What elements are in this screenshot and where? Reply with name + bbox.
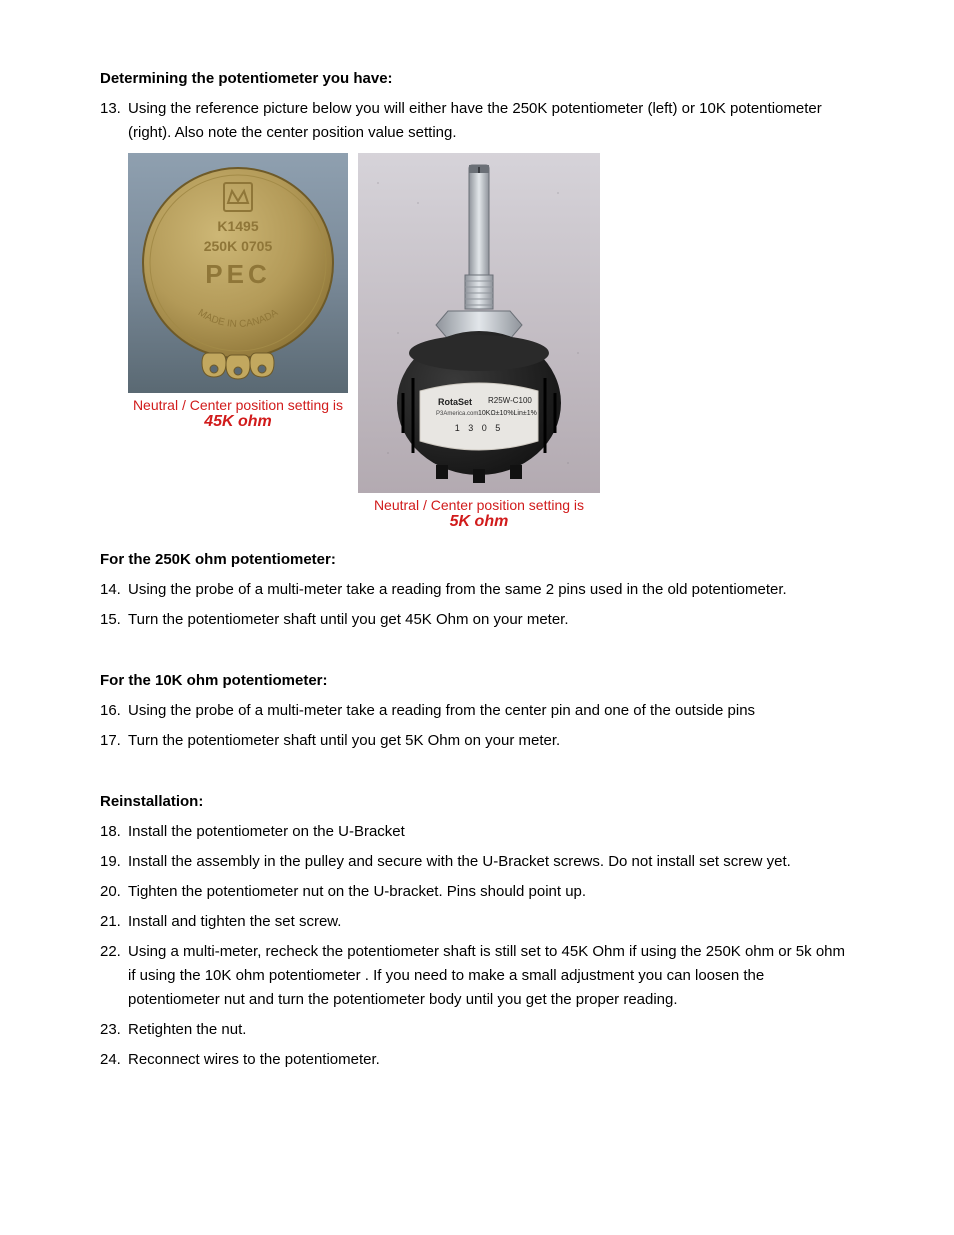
- section-heading-determining: Determining the potentiometer you have:: [100, 70, 854, 87]
- potentiometer-10k-image: RotaSet P3America.com R25W-C100 10KΩ±10%…: [358, 153, 600, 493]
- step-22: 22. Using a multi-meter, recheck the pot…: [100, 940, 854, 1012]
- svg-text:RotaSet: RotaSet: [438, 397, 472, 407]
- svg-text:R25W-C100: R25W-C100: [488, 396, 532, 405]
- potentiometer-250k-image: K1495 250K 0705 PEC MADE IN CANADA: [128, 153, 348, 393]
- step-18: 18. Install the potentiometer on the U-B…: [100, 820, 854, 844]
- caption-left-ohm: 45K ohm: [204, 413, 272, 431]
- step-number: 14.: [100, 578, 128, 602]
- step-24: 24. Reconnect wires to the potentiometer…: [100, 1048, 854, 1072]
- step-number: 16.: [100, 699, 128, 723]
- step-text: Install and tighten the set screw.: [128, 910, 854, 934]
- image-right-column: RotaSet P3America.com R25W-C100 10KΩ±10%…: [358, 153, 600, 531]
- step-number: 13.: [100, 97, 128, 145]
- step-text: Install the potentiometer on the U-Brack…: [128, 820, 854, 844]
- step-text: Turn the potentiometer shaft until you g…: [128, 608, 854, 632]
- step-20: 20. Tighten the potentiometer nut on the…: [100, 880, 854, 904]
- reference-images-row: K1495 250K 0705 PEC MADE IN CANADA Neutr…: [128, 153, 854, 531]
- step-text: Using the probe of a multi-meter take a …: [128, 699, 854, 723]
- step-21: 21. Install and tighten the set screw.: [100, 910, 854, 934]
- step-text: Turn the potentiometer shaft until you g…: [128, 729, 854, 753]
- step-number: 19.: [100, 850, 128, 874]
- caption-left-line: Neutral / Center position setting is: [133, 397, 343, 413]
- image-left-column: K1495 250K 0705 PEC MADE IN CANADA Neutr…: [128, 153, 348, 431]
- step-19: 19. Install the assembly in the pulley a…: [100, 850, 854, 874]
- section-heading-reinstallation: Reinstallation:: [100, 793, 854, 810]
- svg-text:1 3 0 5: 1 3 0 5: [455, 423, 504, 433]
- step-number: 15.: [100, 608, 128, 632]
- caption-right-ohm: 5K ohm: [450, 513, 509, 531]
- step-number: 18.: [100, 820, 128, 844]
- step-15: 15. Turn the potentiometer shaft until y…: [100, 608, 854, 632]
- step-number: 20.: [100, 880, 128, 904]
- step-number: 23.: [100, 1018, 128, 1042]
- svg-text:250K 0705: 250K 0705: [204, 238, 273, 254]
- document-page: Determining the potentiometer you have: …: [0, 0, 954, 1138]
- step-text: Install the assembly in the pulley and s…: [128, 850, 854, 874]
- step-number: 24.: [100, 1048, 128, 1072]
- step-16: 16. Using the probe of a multi-meter tak…: [100, 699, 854, 723]
- svg-text:P3America.com: P3America.com: [436, 411, 478, 417]
- step-13: 13. Using the reference picture below yo…: [100, 97, 854, 145]
- caption-right-line: Neutral / Center position setting is: [374, 497, 584, 513]
- step-23: 23. Retighten the nut.: [100, 1018, 854, 1042]
- step-text: Using the probe of a multi-meter take a …: [128, 578, 854, 602]
- step-14: 14. Using the probe of a multi-meter tak…: [100, 578, 854, 602]
- step-text: Retighten the nut.: [128, 1018, 854, 1042]
- section-heading-250k: For the 250K ohm potentiometer:: [100, 551, 854, 568]
- step-number: 21.: [100, 910, 128, 934]
- step-number: 17.: [100, 729, 128, 753]
- svg-text:PEC: PEC: [205, 259, 270, 289]
- svg-text:K1495: K1495: [217, 218, 258, 234]
- step-text: Reconnect wires to the potentiometer.: [128, 1048, 854, 1072]
- svg-text:10KΩ±10%Lin±1%: 10KΩ±10%Lin±1%: [478, 410, 537, 417]
- step-text: Using the reference picture below you wi…: [128, 97, 854, 145]
- section-heading-10k: For the 10K ohm potentiometer:: [100, 672, 854, 689]
- step-17: 17. Turn the potentiometer shaft until y…: [100, 729, 854, 753]
- step-text: Tighten the potentiometer nut on the U-b…: [128, 880, 854, 904]
- step-text: Using a multi-meter, recheck the potenti…: [128, 940, 854, 1012]
- step-number: 22.: [100, 940, 128, 1012]
